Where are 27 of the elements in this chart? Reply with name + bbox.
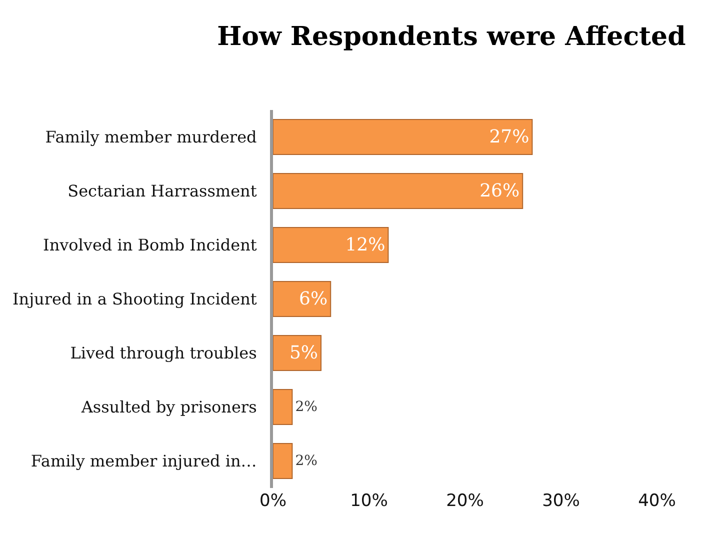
bar	[273, 118, 533, 156]
x-tick-label: 0%	[260, 491, 286, 511]
data-label: 26%	[480, 180, 520, 202]
bar	[273, 442, 293, 480]
y-tick-label: Sectarian Harrassment	[68, 182, 258, 201]
y-tick-label: Injured in a Shooting Incident	[12, 290, 258, 309]
bar	[273, 172, 524, 210]
y-tick-label: Assulted by prisoners	[80, 398, 257, 417]
data-label: 12%	[345, 234, 386, 256]
bar	[273, 334, 322, 372]
y-tick-label: Lived through troubles	[70, 344, 257, 363]
x-tick-label: 40%	[638, 491, 676, 511]
bar	[273, 226, 389, 264]
x-tick-label: 20%	[446, 491, 484, 511]
bar	[273, 280, 332, 318]
data-label: 6%	[299, 288, 328, 310]
x-tick-label: 30%	[542, 491, 580, 511]
chart-title: How Respondents were Affected	[217, 22, 686, 52]
y-tick-label: Family member murdered	[45, 128, 257, 147]
data-label: 2%	[295, 399, 318, 415]
data-label: 5%	[289, 342, 318, 364]
y-tick-label: Involved in Bomb Incident	[43, 236, 258, 255]
x-tick-label: 10%	[350, 491, 388, 511]
bar	[273, 388, 293, 426]
data-label: 2%	[295, 453, 318, 469]
data-label: 27%	[489, 126, 530, 148]
y-tick-label: Family member injured in…	[30, 452, 257, 471]
